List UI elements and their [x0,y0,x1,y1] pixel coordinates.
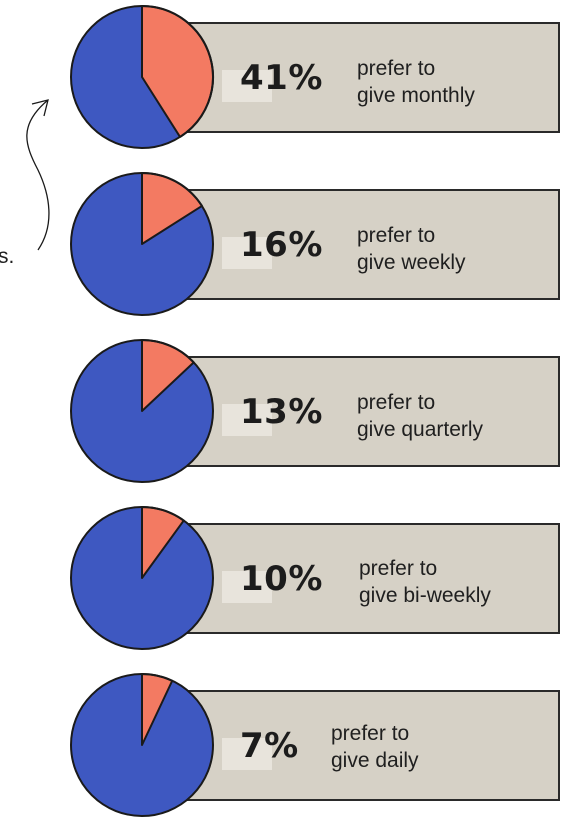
percent-label-2: 16% [240,225,323,265]
desc-line2-3: give quarterly [357,418,484,441]
pie-chart-4 [69,505,215,651]
percent-label-5: 7% [240,726,299,766]
percent-label-1: 41% [240,58,323,98]
desc-line1-1: prefer to [357,57,436,80]
pie-chart-2 [69,171,215,317]
pie-chart-1 [69,4,215,150]
pie-chart-3 [69,338,215,484]
desc-line1-2: prefer to [357,224,436,247]
stat-card-2 [178,189,560,300]
side-caption: s. [0,245,15,268]
percent-label-3: 13% [240,392,323,432]
desc-line1-3: prefer to [357,391,436,414]
desc-line2-4: give bi-weekly [359,584,491,607]
desc-line1-5: prefer to [331,722,410,745]
desc-line2-1: give monthly [357,84,475,107]
desc-line2-2: give weekly [357,251,466,274]
desc-line1-4: prefer to [359,557,438,580]
desc-line2-5: give daily [331,749,419,772]
pie-chart-5 [69,672,215,818]
percent-label-4: 10% [240,559,323,599]
